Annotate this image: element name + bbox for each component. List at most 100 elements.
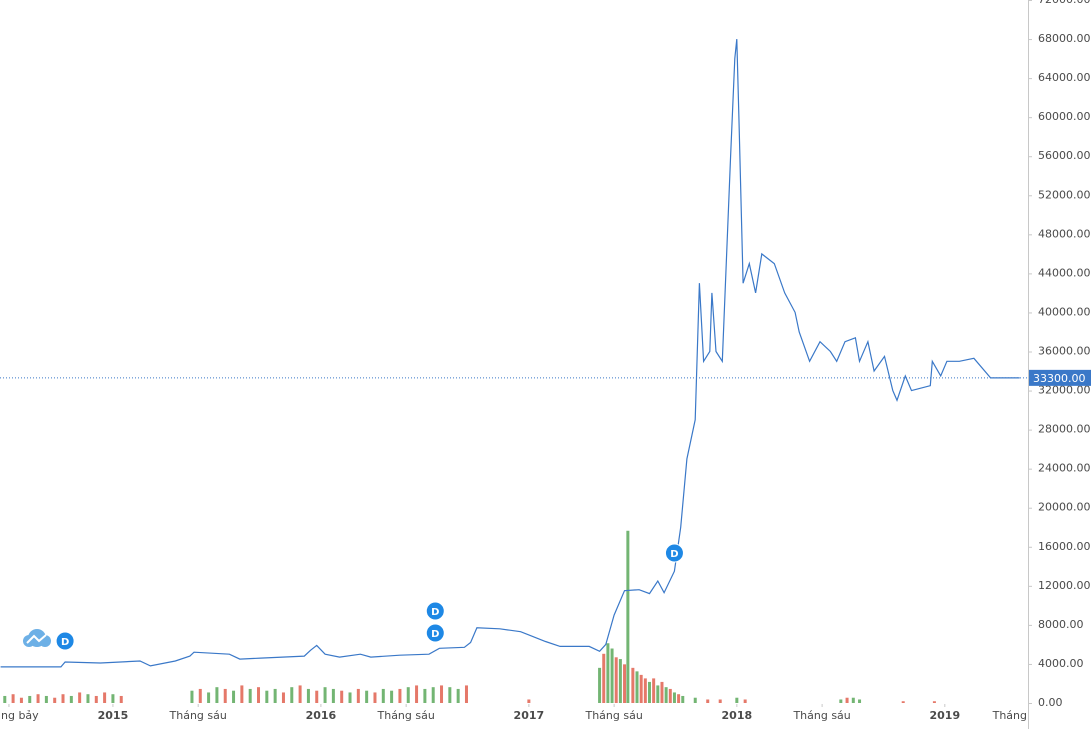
- volume-bar: [839, 699, 843, 703]
- event-marker: [664, 543, 684, 563]
- volume-bar: [69, 695, 73, 703]
- volume-bar: [706, 699, 710, 703]
- x-tick-label: Tháng sáu: [792, 709, 850, 722]
- y-tick-label: 12000.00: [1038, 579, 1091, 592]
- volume-bar: [53, 697, 57, 703]
- volume-bar: [456, 688, 460, 703]
- volume-bar: [858, 699, 862, 703]
- y-tick-label: 64000.00: [1038, 71, 1091, 84]
- volume-bar: [901, 701, 905, 703]
- volume-bar: [415, 685, 419, 703]
- volume-bar: [464, 685, 468, 703]
- volume-bar: [290, 687, 294, 703]
- y-tick-label: 56000.00: [1038, 149, 1091, 162]
- volume-bar: [851, 697, 855, 703]
- volume-bar: [618, 659, 622, 703]
- event-label: D: [431, 629, 439, 640]
- y-tick-label: 68000.00: [1038, 32, 1091, 45]
- volume-bar: [111, 694, 115, 703]
- x-tick-label: 2018: [722, 709, 753, 722]
- volume-bar: [28, 695, 32, 703]
- volume-bar: [373, 692, 377, 703]
- volume-bar: [635, 671, 639, 703]
- volume-bar: [257, 687, 261, 703]
- y-tick-label: 4000.00: [1038, 657, 1084, 670]
- y-tick-label: 8000.00: [1038, 618, 1084, 631]
- volume-bar: [36, 694, 40, 703]
- volume-bar: [639, 674, 643, 703]
- volume-bar: [3, 695, 7, 703]
- price-axis: 0.00 4000.00 8000.00 12000.00 16000.00 20000.…: [1028, 0, 1091, 709]
- volume-bar: [215, 687, 219, 703]
- volume-bar: [11, 694, 15, 703]
- volume-bar: [631, 667, 635, 703]
- volume-bar: [448, 687, 452, 703]
- price-axis-panel: [1028, 0, 1092, 729]
- y-tick-label: 28000.00: [1038, 423, 1091, 436]
- x-tick-label: 2015: [98, 709, 129, 722]
- volume-bar: [440, 685, 444, 703]
- price-line: [0, 39, 1020, 668]
- volume-bar: [19, 697, 23, 703]
- y-tick-label: 32000.00: [1038, 384, 1091, 397]
- volume-bar: [331, 688, 335, 703]
- volume-bar: [265, 690, 269, 703]
- volume-bar: [660, 681, 664, 703]
- y-tick-label: 40000.00: [1038, 305, 1091, 318]
- volume-bar: [668, 688, 672, 703]
- volume-bar: [431, 687, 435, 703]
- volume-bar: [273, 688, 277, 703]
- x-tick-label: 2019: [929, 709, 960, 722]
- last-price-label: 33300.00: [1033, 372, 1086, 385]
- y-tick-label: 52000.00: [1038, 188, 1091, 201]
- volume-bar: [248, 688, 252, 703]
- x-tick-label: Tháng sáu: [377, 709, 435, 722]
- volume-bar: [190, 690, 194, 703]
- volume-bar: [598, 667, 602, 703]
- last-price-box: [1029, 369, 1091, 386]
- volume-bar: [119, 695, 123, 703]
- volume-bar: [527, 699, 531, 703]
- y-tick-label: 44000.00: [1038, 266, 1091, 279]
- event-label: D: [61, 637, 69, 648]
- volume-bar: [198, 688, 202, 703]
- volume-bar: [606, 643, 610, 703]
- volume-bar: [614, 657, 618, 703]
- volume-bar: [423, 688, 427, 703]
- y-tick-label: 60000.00: [1038, 110, 1091, 123]
- volume-bar: [932, 701, 936, 703]
- logo: [23, 629, 51, 647]
- y-tick-label: 20000.00: [1038, 501, 1091, 514]
- y-tick-label: 24000.00: [1038, 462, 1091, 475]
- event-marker: [55, 631, 75, 651]
- y-tick-label: 16000.00: [1038, 540, 1091, 553]
- x-tick-label: Tháng sáu: [169, 709, 227, 722]
- x-tick-label: 2016: [306, 709, 337, 722]
- volume-bar: [240, 685, 244, 703]
- volume-bar: [298, 685, 302, 703]
- x-tick-label: Tháng sáu: [584, 709, 642, 722]
- volume-bar: [602, 653, 606, 703]
- volume-bar: [103, 692, 107, 703]
- volume-bar: [323, 687, 327, 703]
- volume-bar: [718, 699, 722, 703]
- volume-bar: [232, 690, 236, 703]
- volume-bar: [223, 688, 227, 703]
- volume-bar: [626, 530, 630, 703]
- volume-bar: [365, 690, 369, 703]
- volume-bar: [623, 664, 627, 703]
- event-label: D: [431, 607, 439, 618]
- volume-bar: [61, 694, 65, 703]
- volume-bar: [656, 685, 660, 703]
- volume-bar: [664, 687, 668, 703]
- volume-bar: [643, 678, 647, 703]
- volume-bar: [672, 692, 676, 703]
- y-tick-label: 48000.00: [1038, 227, 1091, 240]
- volume-bar: [340, 690, 344, 703]
- volume-bar: [398, 688, 402, 703]
- volume-bar: [390, 690, 394, 703]
- volume-bar: [743, 699, 747, 703]
- volume-bar: [652, 678, 656, 703]
